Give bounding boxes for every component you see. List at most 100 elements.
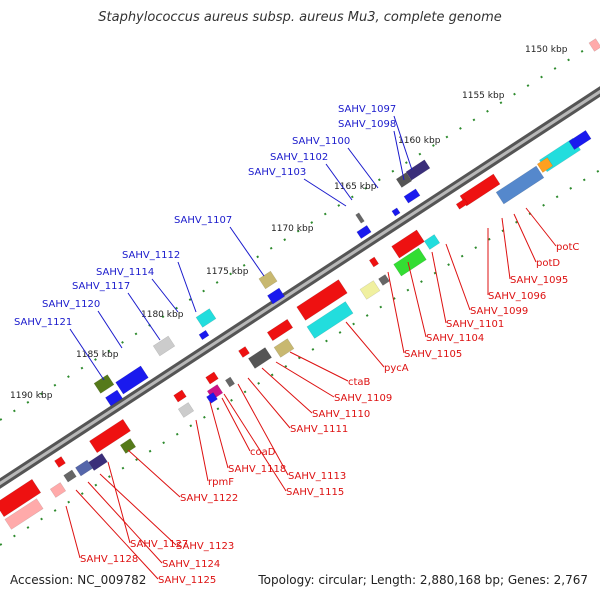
gene-feature[interactable]	[588, 38, 600, 52]
tick-label: 1155 kbp	[462, 91, 505, 101]
label-leader-line	[275, 361, 335, 398]
gene-label[interactable]: SAHV_1104	[426, 333, 484, 344]
label-leader-line	[229, 226, 265, 277]
gene-label[interactable]: SAHV_1121	[14, 317, 72, 328]
tick-label: 1180 kbp	[141, 310, 184, 320]
gene-label[interactable]: SAHV_1128	[80, 554, 138, 565]
gene-feature[interactable]	[423, 234, 441, 250]
gene-label[interactable]: SAHV_1098	[338, 119, 396, 130]
label-leader-line	[347, 147, 379, 189]
gene-feature[interactable]	[536, 157, 554, 173]
gene-label[interactable]: SAHV_1112	[122, 250, 180, 261]
gene-feature[interactable]	[0, 478, 42, 518]
gene-label[interactable]: potC	[556, 242, 579, 253]
gene-label[interactable]: SAHV_1105	[404, 349, 462, 360]
label-leader-line	[303, 178, 347, 207]
gene-feature[interactable]	[403, 188, 421, 204]
gene-feature[interactable]	[105, 389, 123, 407]
gene-feature[interactable]	[224, 376, 236, 388]
gene-label[interactable]: SAHV_1111	[290, 424, 348, 435]
gene-feature[interactable]	[355, 212, 365, 224]
label-leader-line	[99, 473, 177, 546]
gene-label[interactable]: SAHV_1100	[292, 136, 350, 147]
label-leader-line	[151, 278, 179, 313]
gene-label[interactable]: SAHV_1127	[130, 539, 188, 550]
gene-label[interactable]: SAHV_1118	[228, 464, 286, 475]
gene-feature[interactable]	[273, 338, 295, 358]
gene-feature[interactable]	[455, 198, 469, 210]
gene-feature[interactable]	[173, 389, 187, 403]
label-leader-line	[387, 271, 405, 354]
gene-feature[interactable]	[93, 374, 115, 394]
gene-feature[interactable]	[89, 418, 131, 454]
gene-feature[interactable]	[359, 280, 381, 300]
gene-feature[interactable]	[258, 270, 278, 290]
gene-feature[interactable]	[368, 256, 380, 268]
gene-label[interactable]: SAHV_1096	[488, 291, 546, 302]
gene-feature[interactable]	[248, 347, 272, 369]
gene-feature[interactable]	[119, 438, 137, 454]
gene-label[interactable]: SAHV_1101	[446, 319, 504, 330]
label-leader-line	[325, 163, 353, 201]
gene-label[interactable]: SAHV_1099	[470, 306, 528, 317]
gene-feature[interactable]	[177, 402, 195, 418]
gene-feature[interactable]	[378, 274, 390, 286]
gene-feature[interactable]	[205, 371, 219, 385]
gene-label[interactable]: ctaB	[348, 377, 371, 388]
gene-label[interactable]: SAHV_1102	[270, 152, 328, 163]
gene-feature[interactable]	[391, 229, 425, 259]
label-leader-line	[221, 397, 251, 452]
gene-feature[interactable]	[4, 498, 44, 530]
gene-feature[interactable]	[356, 225, 372, 239]
gene-label[interactable]: potD	[536, 258, 560, 269]
gene-feature[interactable]	[405, 159, 431, 181]
gene-label[interactable]: SAHV_1120	[42, 299, 100, 310]
gene-label[interactable]: SAHV_1125	[158, 575, 216, 586]
genes-bottom-strand	[0, 157, 554, 530]
tick-label: 1175 kbp	[206, 267, 249, 277]
gene-feature[interactable]	[568, 129, 592, 151]
tick-label: 1150 kbp	[525, 45, 568, 55]
gene-labels: SAHV_1097 SAHV_1098 SAHV_1100 SAHV_1102 SAHV…	[14, 104, 579, 586]
gene-feature[interactable]	[88, 453, 108, 471]
gene-label[interactable]: SAHV_1124	[162, 559, 220, 570]
gene-feature[interactable]	[267, 287, 285, 305]
gene-feature[interactable]	[63, 469, 77, 483]
label-leader-line	[247, 377, 291, 429]
gene-label[interactable]: SAHV_1107	[174, 215, 232, 226]
gene-feature[interactable]	[391, 207, 401, 217]
gene-feature[interactable]	[306, 301, 354, 339]
accession-text: Accession: NC_009782	[10, 573, 147, 587]
gene-label[interactable]: SAHV_1123	[176, 541, 234, 552]
tick-label: 1190 kbp	[10, 391, 53, 401]
gene-feature[interactable]	[296, 279, 348, 321]
gene-label[interactable]: SAHV_1115	[286, 487, 344, 498]
gene-label[interactable]: SAHV_1103	[248, 167, 306, 178]
gene-feature[interactable]	[54, 456, 66, 468]
gene-label[interactable]: SAHV_1095	[510, 275, 568, 286]
gene-label[interactable]: SAHV_1114	[96, 267, 154, 278]
gene-feature[interactable]	[49, 482, 67, 498]
gene-label[interactable]: rpmF	[208, 477, 234, 488]
gene-label[interactable]: SAHV_1097	[338, 104, 396, 115]
gene-feature[interactable]	[195, 308, 217, 328]
gene-label[interactable]: SAHV_1122	[180, 493, 238, 504]
label-leader-line	[431, 251, 447, 324]
gene-feature[interactable]	[152, 335, 176, 357]
label-leader-line	[345, 321, 385, 368]
gene-label[interactable]: SAHV_1113	[288, 471, 346, 482]
gene-label[interactable]: SAHV_1110	[312, 409, 370, 420]
gene-label[interactable]: SAHV_1109	[334, 393, 392, 404]
gene-feature[interactable]	[495, 165, 545, 205]
label-leader-line	[65, 505, 81, 559]
gene-feature[interactable]	[198, 329, 210, 341]
gene-label[interactable]: pycA	[384, 363, 409, 374]
gene-feature[interactable]	[206, 392, 218, 404]
gene-label[interactable]: coaD	[250, 447, 276, 458]
gene-label[interactable]: SAHV_1117	[72, 281, 130, 292]
gene-feature[interactable]	[393, 247, 427, 277]
gene-feature[interactable]	[75, 459, 93, 477]
gene-feature[interactable]	[115, 365, 149, 395]
gene-feature[interactable]	[266, 318, 294, 342]
gene-feature[interactable]	[238, 346, 250, 358]
